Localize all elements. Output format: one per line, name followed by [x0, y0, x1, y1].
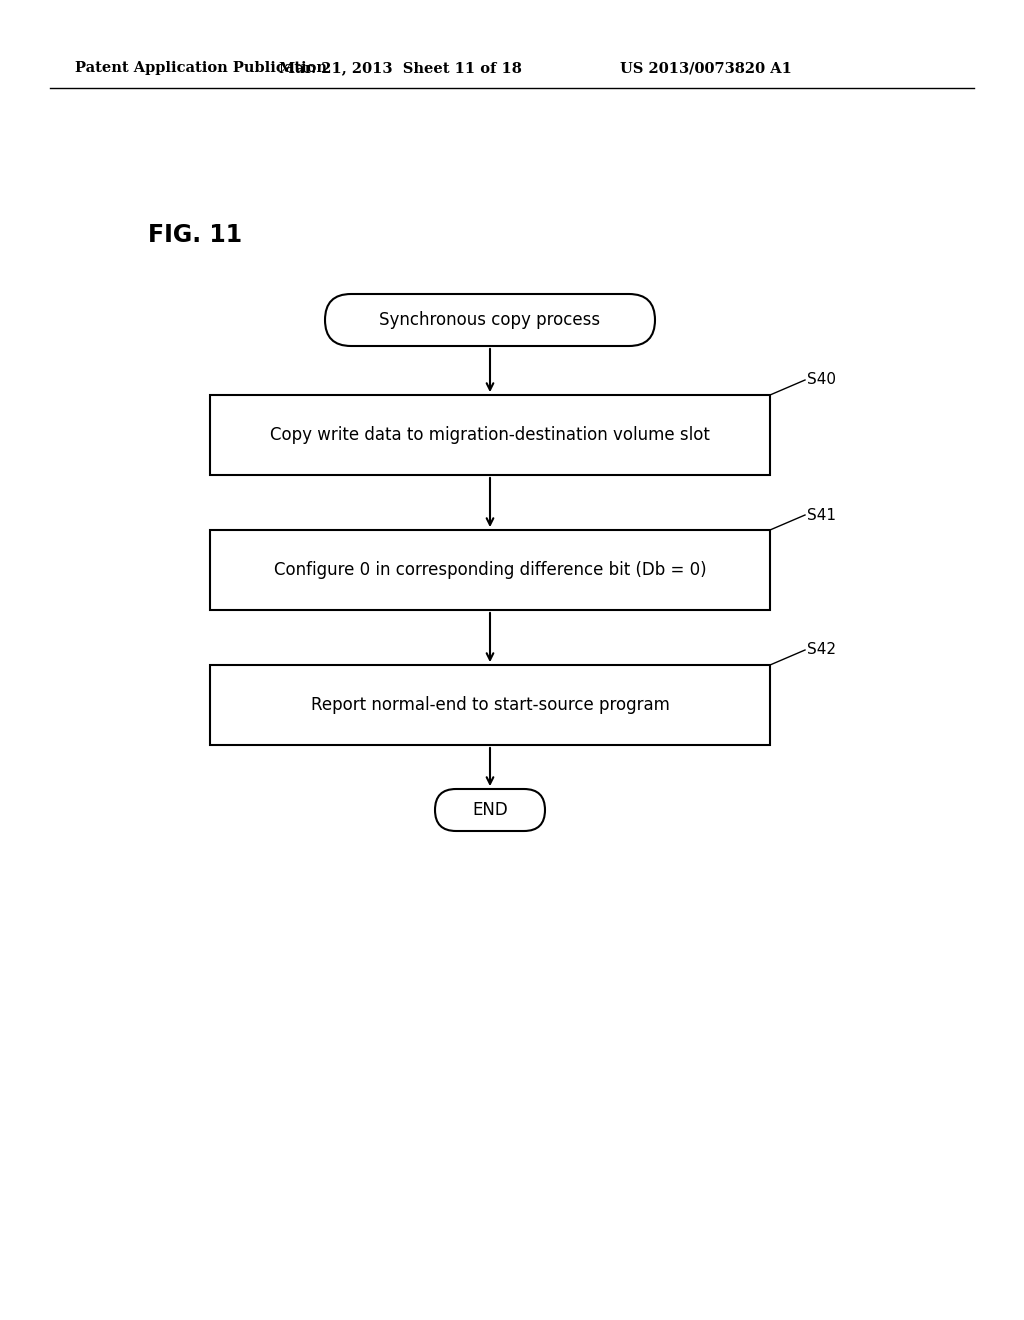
Text: END: END: [472, 801, 508, 818]
Text: S40: S40: [807, 372, 836, 388]
Text: Copy write data to migration-destination volume slot: Copy write data to migration-destination…: [270, 426, 710, 444]
Text: Mar. 21, 2013  Sheet 11 of 18: Mar. 21, 2013 Sheet 11 of 18: [279, 61, 521, 75]
Text: US 2013/0073820 A1: US 2013/0073820 A1: [620, 61, 792, 75]
Text: FIG. 11: FIG. 11: [148, 223, 242, 247]
FancyBboxPatch shape: [210, 395, 770, 475]
FancyBboxPatch shape: [325, 294, 655, 346]
FancyBboxPatch shape: [210, 665, 770, 744]
FancyBboxPatch shape: [435, 789, 545, 832]
Text: S42: S42: [807, 643, 836, 657]
Text: Configure 0 in corresponding difference bit (Db = 0): Configure 0 in corresponding difference …: [273, 561, 707, 579]
Text: Report normal-end to start-source program: Report normal-end to start-source progra…: [310, 696, 670, 714]
FancyBboxPatch shape: [210, 531, 770, 610]
Text: S41: S41: [807, 507, 836, 523]
Text: Patent Application Publication: Patent Application Publication: [75, 61, 327, 75]
Text: Synchronous copy process: Synchronous copy process: [380, 312, 600, 329]
